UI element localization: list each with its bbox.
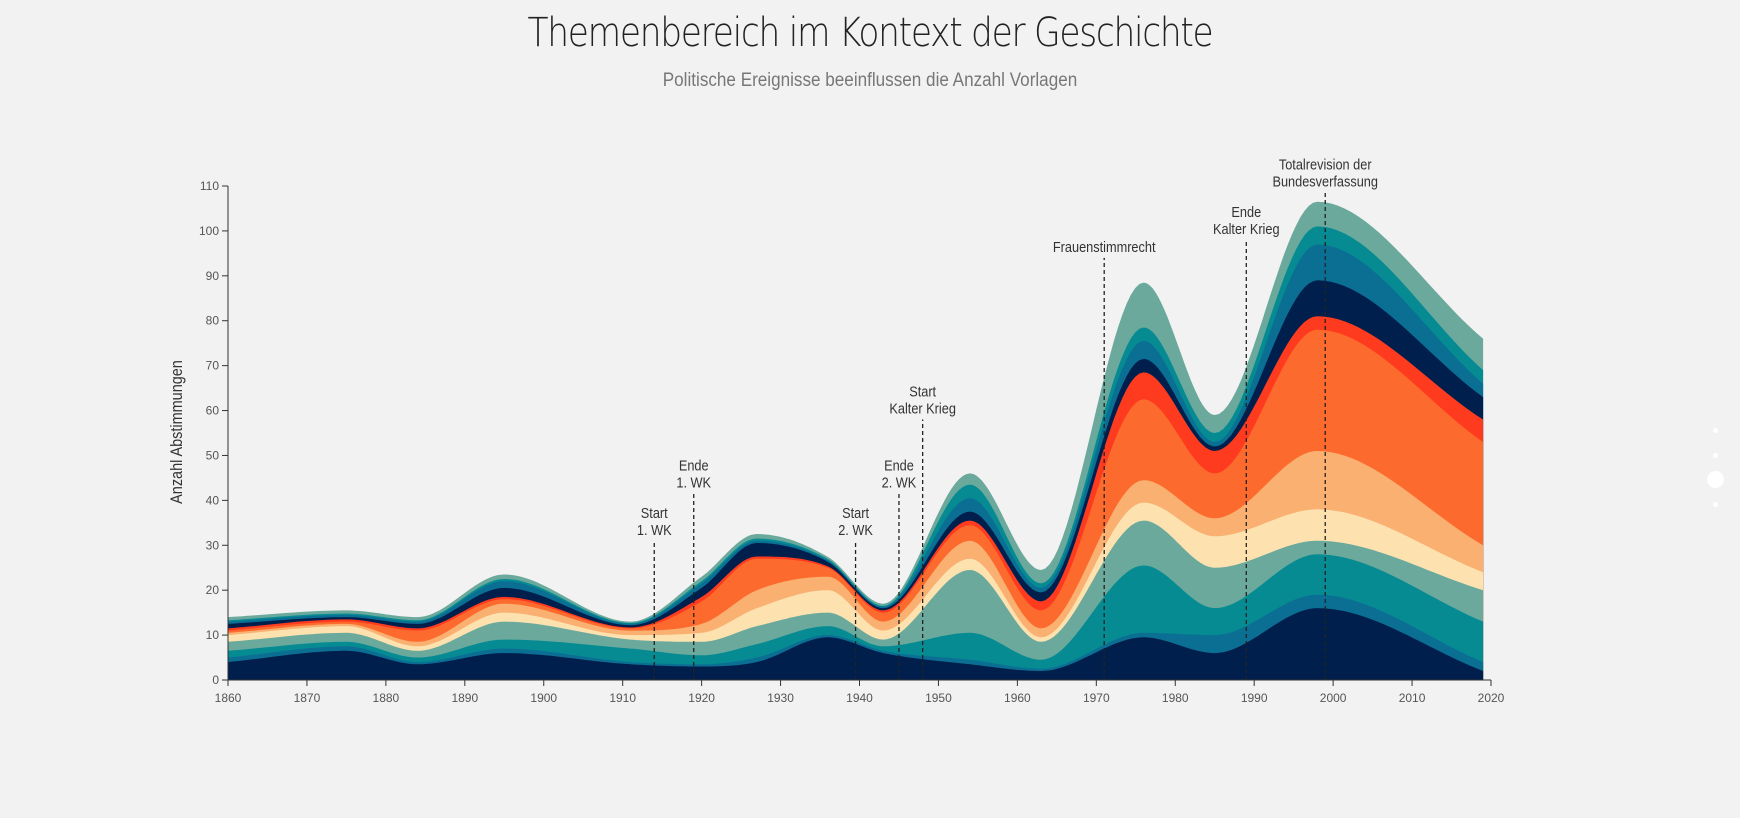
chart-subtitle: Politische Ereignisse beeinflussen die A… (662, 70, 1078, 91)
annotation-label-7: Ende (1231, 203, 1261, 220)
chart-title: Themenbereich im Kontext der Geschichte (527, 10, 1214, 56)
y-tick-label: 60 (206, 404, 220, 418)
y-tick-label: 50 (206, 448, 220, 462)
y-tick-label: 90 (206, 269, 220, 283)
x-tick-label: 1940 (846, 691, 873, 705)
x-tick-label: 2000 (1320, 691, 1347, 705)
y-tick-label: 110 (200, 179, 219, 193)
annotation-label-3: Start (842, 504, 869, 521)
annotation-label-6: Frauenstimmrecht (1053, 238, 1156, 255)
pager-dot-4[interactable] (1713, 502, 1718, 507)
x-tick-label: 2020 (1478, 691, 1505, 705)
x-tick-label: 1930 (767, 691, 794, 705)
x-tick-label: 1910 (609, 691, 636, 705)
y-tick-label: 30 (206, 538, 220, 552)
annotation-label-5: Kalter Krieg (889, 400, 956, 417)
x-tick-label: 1980 (1162, 691, 1189, 705)
y-tick-label: 70 (206, 359, 220, 373)
annotation-label-3: 2. WK (838, 521, 873, 538)
annotation-label-1: Start (641, 504, 668, 521)
annotation-label-5: Start (909, 383, 936, 400)
area-layers (228, 201, 1484, 680)
x-tick-label: 1970 (1083, 691, 1110, 705)
annotation-label-8: Bundesverfassung (1272, 173, 1378, 190)
annotation-label-8: Totalrevision der (1279, 156, 1372, 173)
x-axis: 1860 1870 1880 1890 1900 1910 1920 1930 1940 1950… (215, 679, 1505, 705)
y-tick-label: 100 (199, 224, 219, 238)
y-axis: 0 10 20 30 40 50 60 70 80 90 100 110 (199, 179, 229, 687)
x-tick-label: 1880 (373, 691, 400, 705)
y-tick-label: 40 (206, 493, 220, 507)
x-tick-label: 1900 (530, 691, 557, 705)
annotation-label-4: 2. WK (882, 474, 917, 491)
x-tick-label: 1920 (688, 691, 715, 705)
x-tick-label: 1860 (215, 691, 242, 705)
x-tick-label: 1870 (294, 691, 321, 705)
annotation-label-4: Ende (884, 457, 914, 474)
x-tick-label: 1890 (451, 691, 478, 705)
pager-dot-active[interactable] (1707, 471, 1724, 488)
pager-dot-2[interactable] (1713, 453, 1718, 458)
annotation-label-1: 1. WK (637, 521, 672, 538)
y-tick-label: 10 (206, 628, 220, 642)
x-tick-label: 1950 (925, 691, 952, 705)
x-tick-label: 1990 (1241, 691, 1268, 705)
annotation-label-2: 1. WK (676, 474, 711, 491)
y-tick-label: 0 (212, 673, 219, 687)
y-tick-label: 80 (206, 314, 220, 328)
y-axis-label: Anzahl Abstimmungen (168, 360, 186, 504)
x-tick-label: 1960 (1004, 691, 1031, 705)
pager-dot-1[interactable] (1713, 428, 1718, 433)
annotation-label-2: Ende (679, 457, 709, 474)
annotation-label-7: Kalter Krieg (1213, 220, 1280, 237)
y-tick-label: 20 (206, 583, 220, 597)
x-tick-label: 2010 (1399, 691, 1426, 705)
